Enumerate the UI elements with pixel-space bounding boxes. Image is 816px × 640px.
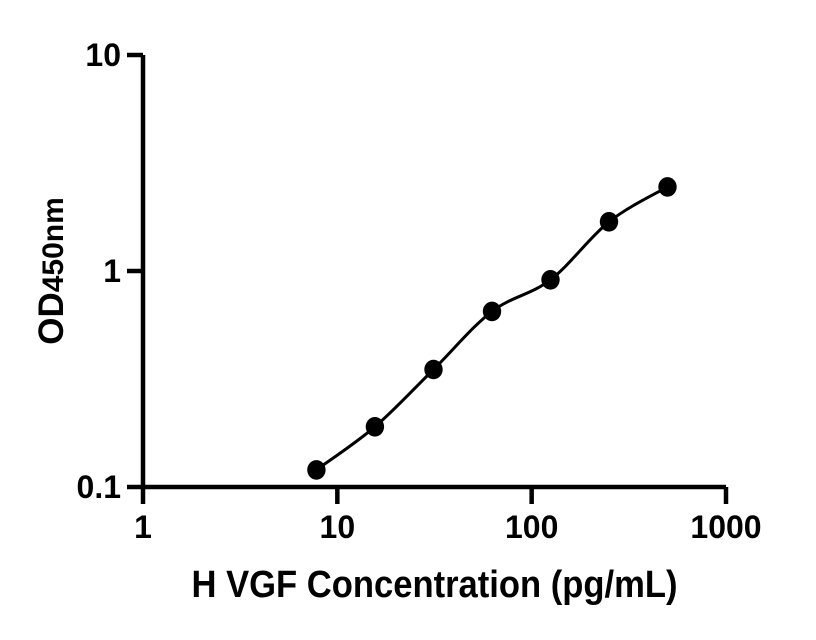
y-tick-label: 10: [85, 37, 121, 73]
data-point: [424, 359, 443, 380]
data-point: [482, 301, 502, 322]
x-axis-title: H VGF Concentration (pg/mL): [192, 564, 678, 606]
y-tick-label: 1: [103, 253, 121, 289]
x-tick-label: 1000: [690, 509, 761, 545]
plot-axes: [140, 55, 726, 490]
data-point: [658, 177, 677, 197]
x-tick-label: 1: [134, 509, 152, 545]
y-tick-label: 0.1: [77, 469, 121, 505]
y-axis-title: OD450nm: [32, 197, 71, 345]
data-point: [599, 212, 619, 232]
x-tick-label: 100: [505, 509, 558, 545]
x-tick-label: 10: [320, 509, 356, 545]
data-point: [365, 417, 385, 437]
data-point: [307, 460, 326, 480]
data-point: [541, 270, 560, 290]
